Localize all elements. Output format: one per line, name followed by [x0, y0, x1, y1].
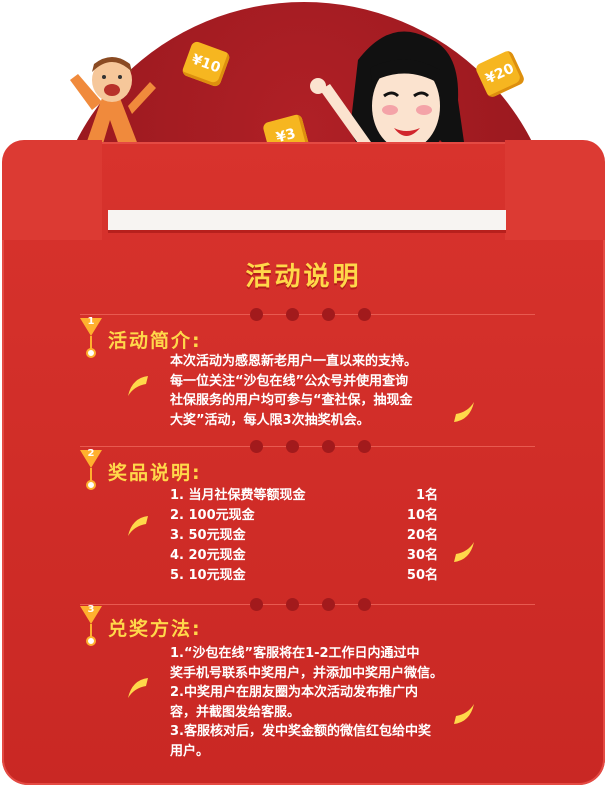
paragraph-line: 每一位关注“沙包在线”公众号并使用查询 — [170, 373, 409, 389]
section-number-badge: 2 — [80, 448, 102, 490]
divider-line — [80, 314, 535, 315]
prize-count: 30名 — [406, 548, 438, 563]
open-quote-icon — [128, 516, 148, 536]
open-quote-icon — [128, 376, 148, 396]
paragraph-line: 3.客服核对后，发中奖金额的微信红包给中奖 — [170, 724, 431, 739]
card-corner-left — [2, 140, 102, 240]
section-heading: 兑奖方法: — [108, 618, 202, 640]
paragraph-line: 本次活动为感恩新老用户一直以来的支持。 — [170, 354, 418, 369]
prize-row: 5. 10元现金 50名 — [170, 566, 438, 586]
close-quote-icon — [454, 402, 474, 422]
section-number-badge: 3 — [80, 604, 102, 646]
page-title: 活动说明 — [245, 262, 362, 292]
divider-line — [80, 446, 535, 447]
divider-dots — [250, 440, 371, 454]
prize-row: 3. 50元现金 20名 — [170, 526, 438, 546]
divider-dots — [250, 308, 371, 322]
prize-count: 20名 — [406, 528, 438, 543]
close-quote-icon — [454, 704, 474, 724]
paragraph-line: 容，并截图发给客服。 — [170, 704, 301, 720]
redeem-steps: 1.“沙包在线”客服将在1-2工作日内通过中 奖手机号联系中奖用户，并添加中奖用… — [170, 644, 470, 761]
section-number-badge: 1 — [80, 316, 102, 358]
prize-name: 2. 100元现金 — [170, 508, 255, 523]
prize-name: 1. 当月社保费等额现金 — [170, 488, 306, 503]
header-divider-bar — [108, 210, 506, 233]
prize-list: 1. 当月社保费等额现金 1名 2. 100元现金 10名 3. 50元现金 20名 … — [170, 486, 438, 586]
paragraph-line: 1.“沙包在线”客服将在1-2工作日内通过中 — [170, 646, 420, 661]
prize-count: 50名 — [406, 568, 438, 583]
paragraph-line: 用户。 — [170, 743, 210, 759]
open-quote-icon — [128, 678, 148, 698]
section-heading: 奖品说明: — [108, 462, 202, 484]
prize-count: 1名 — [415, 488, 438, 503]
paragraph-line: 大奖”活动，每人限3次抽奖机会。 — [170, 412, 370, 428]
divider-dots — [250, 598, 371, 612]
prize-row: 1. 当月社保费等额现金 1名 — [170, 486, 438, 506]
prize-row: 4. 20元现金 30名 — [170, 546, 438, 566]
card-corner-right — [505, 140, 605, 240]
paragraph-line: 2.中奖用户在朋友圈为本次活动发布推广内 — [170, 685, 418, 700]
paragraph-line: 社保服务的用户均可参与“查社保，抽现金 — [170, 393, 413, 408]
divider-line — [80, 604, 535, 605]
intro-paragraph: 本次活动为感恩新老用户一直以来的支持。 每一位关注“沙包在线”公众号并使用查询 … — [170, 352, 470, 430]
prize-row: 2. 100元现金 10名 — [170, 506, 438, 526]
prize-name: 5. 10元现金 — [170, 568, 246, 583]
prize-name: 4. 20元现金 — [170, 548, 246, 563]
prize-count: 10名 — [406, 508, 438, 523]
close-quote-icon — [454, 542, 474, 562]
section-heading: 活动简介: — [108, 330, 202, 352]
paragraph-line: 奖手机号联系中奖用户，并添加中奖用户微信。 — [170, 665, 444, 681]
main-card — [2, 142, 605, 785]
prize-name: 3. 50元现金 — [170, 528, 246, 543]
